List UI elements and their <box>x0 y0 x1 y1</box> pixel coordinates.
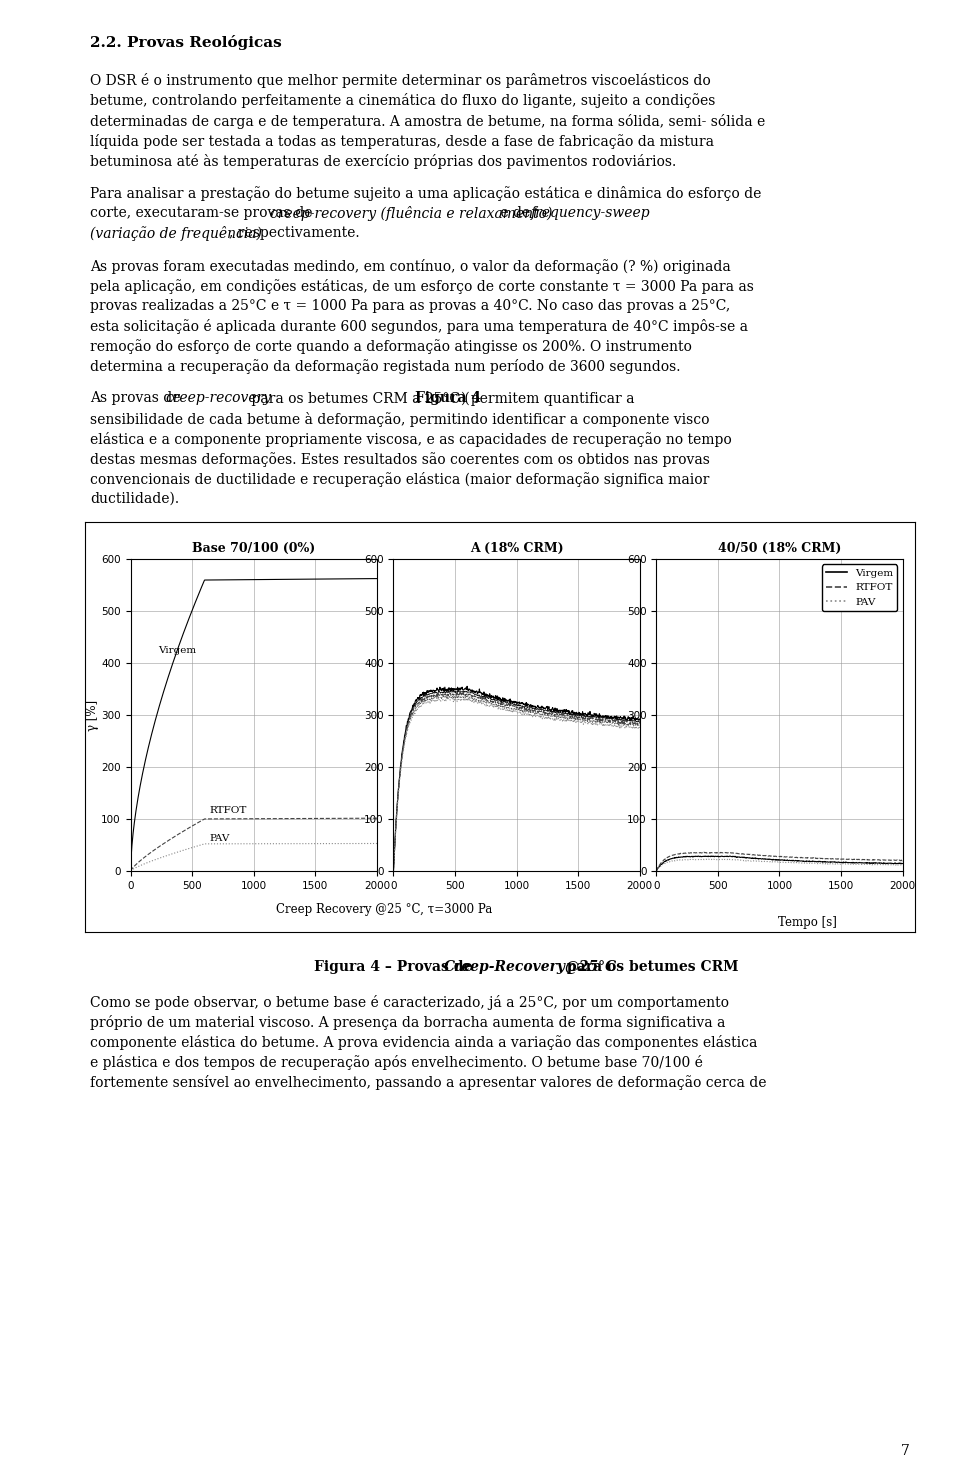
Text: Figura 4 – Provas de: Figura 4 – Provas de <box>314 961 477 974</box>
Text: e de: e de <box>496 206 535 220</box>
Text: Para analisar a prestação do betume sujeito a uma aplicação estática e dinâmica : Para analisar a prestação do betume suje… <box>90 186 761 200</box>
Text: ductilidade).: ductilidade). <box>90 492 180 506</box>
Text: betume, controlando perfeitamente a cinemática do fluxo do ligante, sujeito a co: betume, controlando perfeitamente a cine… <box>90 93 715 109</box>
Text: 7: 7 <box>901 1445 910 1458</box>
Text: Figura 4: Figura 4 <box>415 392 481 405</box>
Text: As provas foram executadas medindo, em contínuo, o valor da deformação (? %) ori: As provas foram executadas medindo, em c… <box>90 258 731 274</box>
Text: determina a recuperação da deformação registada num período de 3600 segundos.: determina a recuperação da deformação re… <box>90 360 681 374</box>
Text: (variação de frequência): (variação de frequência) <box>90 227 262 242</box>
Text: sensibilidade de cada betume à deformação, permitindo identificar a componente v: sensibilidade de cada betume à deformaçã… <box>90 411 709 426</box>
Text: pela aplicação, em condições estáticas, de um esforço de corte constante τ = 300: pela aplicação, em condições estáticas, … <box>90 279 754 293</box>
Text: líquida pode ser testada a todas as temperaturas, desde a fase de fabricação da : líquida pode ser testada a todas as temp… <box>90 134 714 149</box>
Text: fortemente sensível ao envelhecimento, passando a apresentar valores de deformaç: fortemente sensível ao envelhecimento, p… <box>90 1075 766 1091</box>
Text: Creep Recovery @25 °C, τ=3000 Pa: Creep Recovery @25 °C, τ=3000 Pa <box>276 904 492 917</box>
Y-axis label: γ [%]: γ [%] <box>85 700 99 731</box>
Text: provas realizadas a 25°C e τ = 1000 Pa para as provas a 40°C. No caso das provas: provas realizadas a 25°C e τ = 1000 Pa p… <box>90 299 731 312</box>
Text: betuminosa até às temperaturas de exercício próprias dos pavimentos rodoviários.: betuminosa até às temperaturas de exercí… <box>90 153 676 170</box>
Text: Virgem: Virgem <box>157 646 196 654</box>
Text: , respectivamente.: , respectivamente. <box>229 227 360 240</box>
Title: Base 70/100 (0%): Base 70/100 (0%) <box>192 542 316 556</box>
Text: para os betumes CRM a 25°C (: para os betumes CRM a 25°C ( <box>247 392 469 405</box>
Text: creep-recovery (fluência e relaxamento): creep-recovery (fluência e relaxamento) <box>270 206 552 221</box>
Text: destas mesmas deformações. Estes resultados são coerentes com os obtidos nas pro: destas mesmas deformações. Estes resulta… <box>90 453 709 467</box>
Text: remoção do esforço de corte quando a deformação atingisse os 200%. O instrumento: remoção do esforço de corte quando a def… <box>90 339 692 354</box>
Text: PAV: PAV <box>209 834 229 843</box>
Title: 40/50 (18% CRM): 40/50 (18% CRM) <box>718 542 841 556</box>
Text: determinadas de carga e de temperatura. A amostra de betume, na forma sólida, se: determinadas de carga e de temperatura. … <box>90 113 765 128</box>
Text: Creep-Recovery@25°C: Creep-Recovery@25°C <box>444 961 617 974</box>
Text: O DSR é o instrumento que melhor permite determinar os parâmetros viscoelásticos: O DSR é o instrumento que melhor permite… <box>90 74 710 88</box>
Title: A (18% CRM): A (18% CRM) <box>469 542 564 556</box>
Text: Tempo [s]: Tempo [s] <box>778 915 836 929</box>
Text: ) permitem quantificar a: ) permitem quantificar a <box>461 392 635 405</box>
Text: componente elástica do betume. A prova evidencia ainda a variação das componente: componente elástica do betume. A prova e… <box>90 1035 757 1049</box>
Text: e plástica e dos tempos de recuperação após envelhecimento. O betume base 70/100: e plástica e dos tempos de recuperação a… <box>90 1055 703 1070</box>
Text: RTFOT: RTFOT <box>209 806 247 815</box>
Text: Como se pode observar, o betume base é caracterizado, já a 25°C, por um comporta: Como se pode observar, o betume base é c… <box>90 995 729 1010</box>
Text: As provas de: As provas de <box>90 392 185 405</box>
Text: convencionais de ductilidade e recuperação elástica (maior deformação significa : convencionais de ductilidade e recuperaç… <box>90 472 709 486</box>
Text: elástica e a componente propriamente viscosa, e as capacidades de recuperação no: elástica e a componente propriamente vis… <box>90 432 732 447</box>
Text: frequency-sweep: frequency-sweep <box>531 206 651 220</box>
Text: corte, executaram-se provas de: corte, executaram-se provas de <box>90 206 317 220</box>
Text: para os betumes CRM: para os betumes CRM <box>562 961 738 974</box>
Text: 2.2. Provas Reológicas: 2.2. Provas Reológicas <box>90 35 281 50</box>
Text: próprio de um material viscoso. A presença da borracha aumenta de forma signific: próprio de um material viscoso. A presen… <box>90 1014 726 1030</box>
Legend: Virgem, RTFOT, PAV: Virgem, RTFOT, PAV <box>822 565 898 612</box>
Text: creep-recovery: creep-recovery <box>165 392 272 405</box>
Text: esta solicitação é aplicada durante 600 segundos, para uma temperatura de 40°C i: esta solicitação é aplicada durante 600 … <box>90 318 748 335</box>
